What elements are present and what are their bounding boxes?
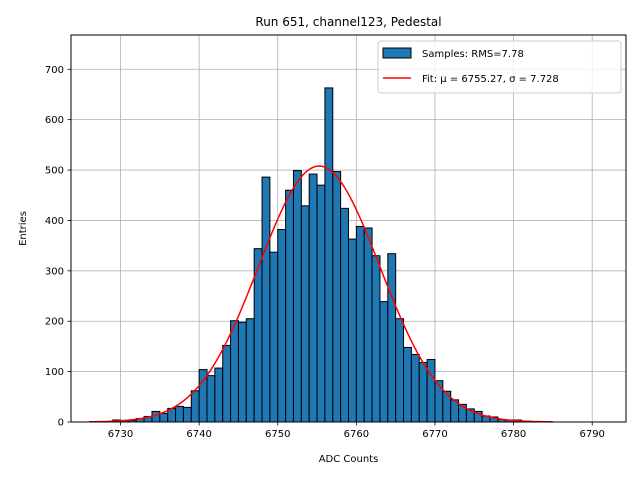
x-tick-label: 6760	[344, 429, 369, 440]
histogram-bar	[151, 410, 161, 423]
histogram-bar	[269, 251, 279, 423]
histogram-bar	[182, 406, 192, 423]
histogram-bar	[395, 318, 405, 423]
histogram-bar	[410, 353, 420, 423]
x-tick-label: 6750	[265, 429, 290, 440]
y-tick-label: 600	[45, 115, 64, 126]
histogram-bar	[222, 344, 232, 423]
y-tick-label: 200	[45, 317, 64, 328]
y-tick-label: 300	[45, 266, 64, 277]
histogram-bar	[277, 229, 287, 423]
x-tick-label: 6780	[501, 429, 526, 440]
x-tick-label: 6730	[108, 429, 133, 440]
x-tick-label: 6740	[186, 429, 211, 440]
legend-histogram-label: Samples: RMS=7.78	[422, 49, 524, 60]
legend: Samples: RMS=7.78 Fit: μ = 6755.27, σ = …	[377, 40, 622, 94]
legend-histogram-swatch	[382, 47, 412, 59]
histogram-bar	[340, 207, 350, 423]
histogram-bar	[214, 367, 224, 423]
y-tick-label: 500	[45, 166, 64, 177]
chart-title: Run 651, channel123, Pedestal	[255, 15, 441, 29]
histogram-bar	[379, 301, 389, 423]
histogram-bar	[387, 253, 397, 423]
histogram-bar	[403, 346, 412, 423]
histogram-bar	[308, 173, 318, 423]
y-axis-label: Entries	[18, 211, 29, 246]
histogram-bar	[434, 380, 444, 423]
histogram-bar	[159, 412, 169, 423]
x-tick-label: 6790	[579, 429, 604, 440]
histogram-bar	[237, 321, 247, 423]
y-tick-label: 0	[58, 418, 64, 429]
histogram-bar	[363, 227, 373, 423]
y-tick-label: 400	[45, 216, 64, 227]
legend-box	[377, 40, 622, 94]
histogram-bar	[285, 189, 294, 423]
histogram-bar	[332, 171, 342, 423]
x-axis-label: ADC Counts	[319, 454, 379, 465]
histogram-bar	[245, 318, 255, 423]
histogram-bar	[324, 87, 334, 423]
histogram-bar	[300, 205, 310, 423]
plot-frame	[70, 34, 627, 423]
histogram-bar	[348, 238, 357, 423]
histogram-bar	[426, 359, 436, 423]
histogram-bar	[175, 405, 184, 423]
histogram-bar	[261, 176, 271, 423]
histogram-bar	[316, 184, 326, 423]
histogram-bar	[292, 170, 302, 423]
histogram-bar	[371, 255, 381, 423]
fit-curve-group	[89, 165, 553, 423]
histogram-bar	[355, 225, 365, 423]
y-tick-label: 100	[45, 367, 64, 378]
legend-fit-label: Fit: μ = 6755.27, σ = 7.728	[422, 74, 559, 85]
histogram-bar	[206, 375, 216, 423]
y-tick-label: 700	[45, 65, 64, 76]
histogram-bar	[190, 390, 200, 423]
gaussian-fit-curve	[89, 165, 553, 423]
axis-ticks: 6730 6740 6750 6760 6770 6780 6790 0 100 200 300 40…	[45, 65, 605, 440]
histogram-bar	[418, 362, 428, 423]
x-tick-label: 6770	[422, 429, 447, 440]
histogram-bar	[230, 320, 239, 423]
